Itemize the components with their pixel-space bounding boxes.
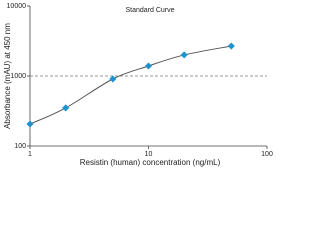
y-tick-label: 10000 [7, 3, 27, 10]
y-axis-label: Absorbance (mAU) at 450 nm [3, 23, 12, 129]
data-point [227, 42, 235, 50]
x-tick-label: 10 [145, 151, 153, 158]
fit-curve [29, 45, 232, 125]
y-tick-label: 100 [14, 143, 26, 150]
data-point [144, 62, 153, 70]
y-tick-label: 1000 [10, 73, 26, 80]
x-tick-label: 100 [261, 151, 273, 158]
data-point [109, 75, 117, 83]
chart-title: Standard Curve [125, 7, 174, 14]
data-point [26, 120, 34, 128]
chart: Standard Curve Resistin (human) concentr… [3, 3, 273, 167]
x-axis-label: Resistin (human) concentration (ng/mL) [80, 158, 221, 167]
data-point [62, 104, 70, 112]
x-tick-label: 1 [28, 151, 32, 158]
data-point [180, 51, 188, 59]
